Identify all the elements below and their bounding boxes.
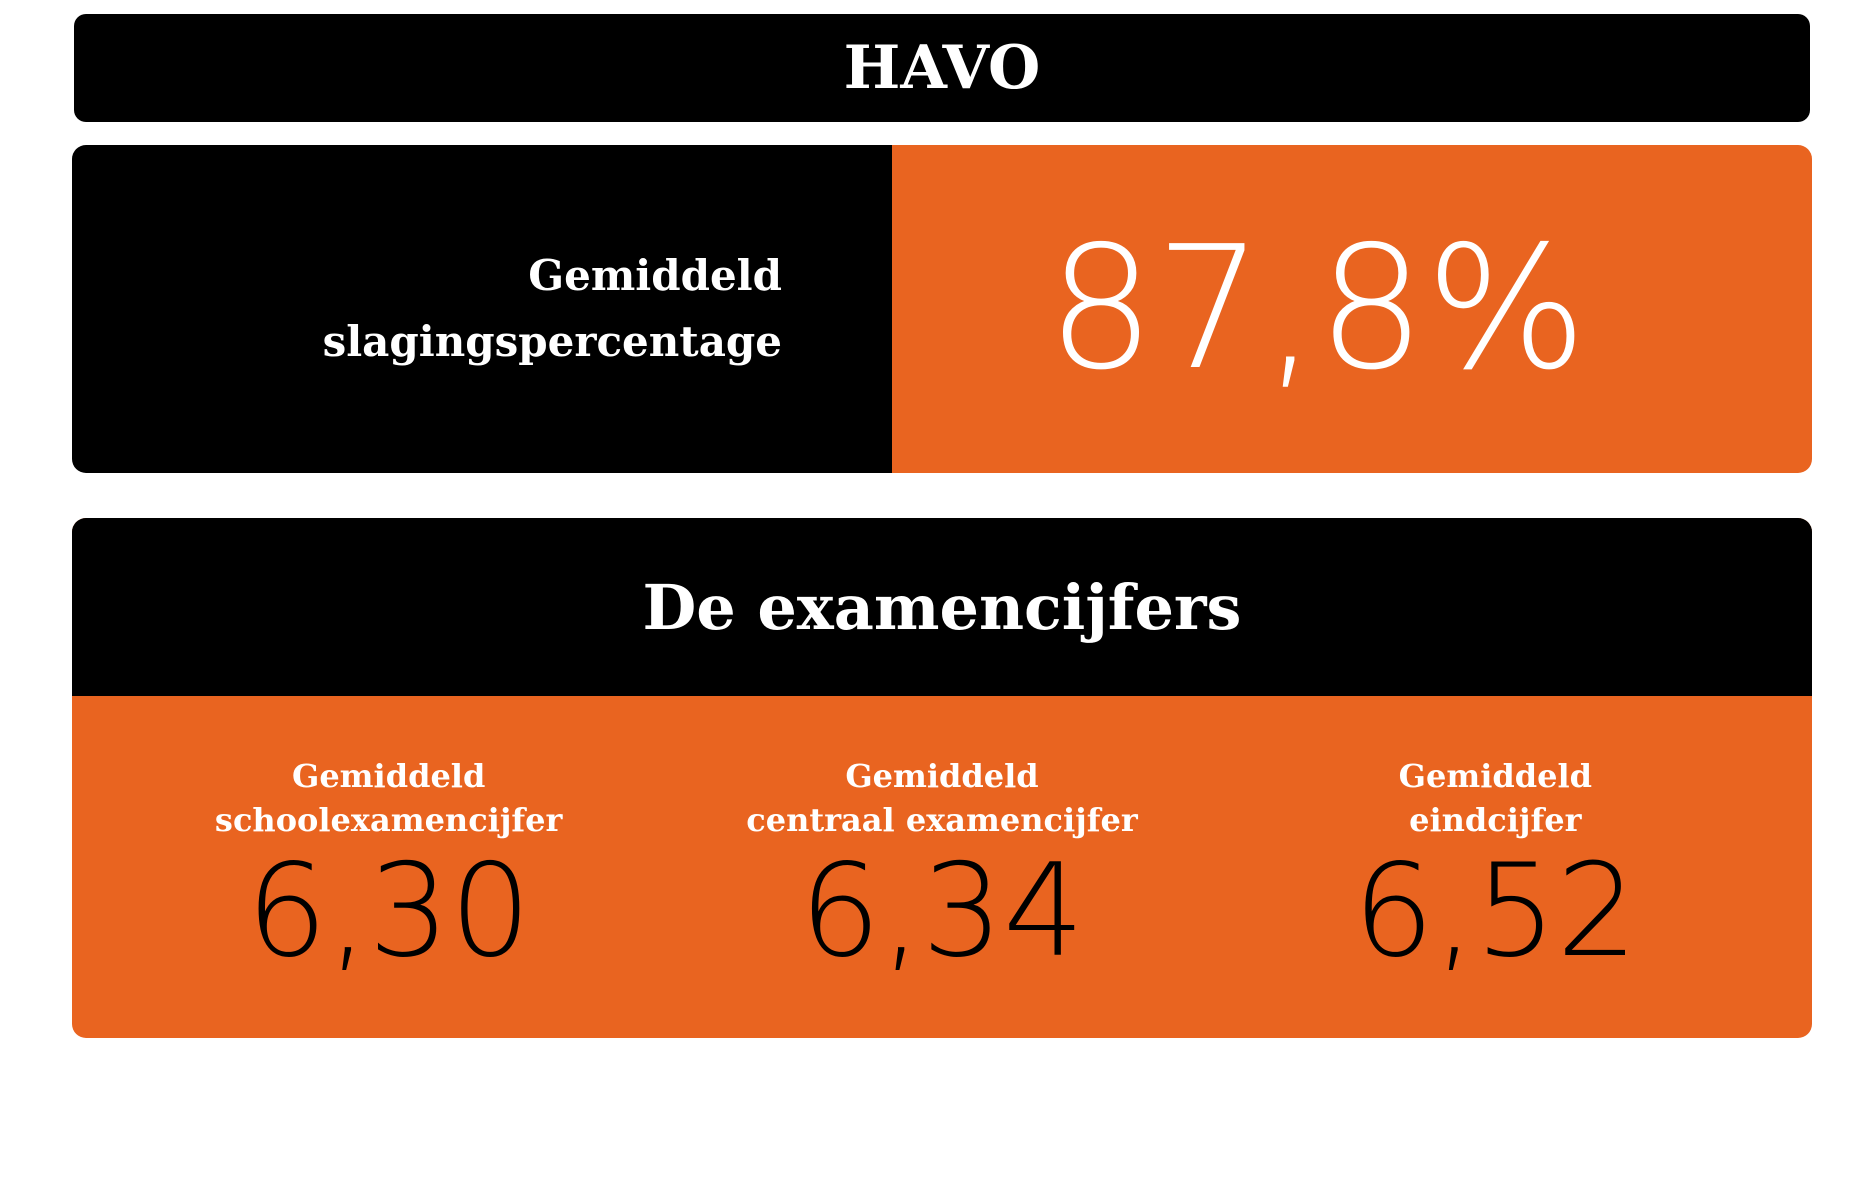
label-line: Gemiddeld: [528, 251, 782, 300]
grade-item: Gemiddeld eindcijfer 6,52: [1219, 696, 1772, 982]
label-line: Gemiddeld: [845, 757, 1039, 795]
grade-columns: Gemiddeld schoolexamencijfer 6,30 Gemiddeld…: [72, 696, 1812, 982]
header-title: HAVO: [843, 33, 1041, 103]
pass-rate-label: Gemiddeld slagingspercentage: [72, 145, 892, 473]
grade-label: Gemiddeld schoolexamencijfer: [215, 754, 562, 842]
label-line: schoolexamencijfer: [214, 801, 563, 839]
label-line: slagingspercentage: [322, 317, 782, 366]
grade-value: 6,52: [1352, 837, 1638, 986]
grades-panel: De examencijfers Gemiddeld schoolexamenci…: [72, 518, 1812, 1038]
grade-label: Gemiddeld centraal examencijfer: [746, 754, 1137, 842]
grade-value: 6,30: [246, 837, 532, 986]
grade-item: Gemiddeld centraal examencijfer 6,34: [665, 696, 1218, 982]
label-line: eindcijfer: [1409, 801, 1582, 839]
label-line: Gemiddeld: [1398, 757, 1592, 795]
grades-title: De examencijfers: [72, 518, 1812, 696]
pass-rate-panel: Gemiddeld slagingspercentage 87,8%: [72, 145, 1812, 473]
header: HAVO: [74, 14, 1810, 122]
grade-value: 6,34: [799, 837, 1085, 986]
pass-rate-value: 87,8%: [892, 145, 1812, 473]
label-line: centraal examencijfer: [746, 801, 1138, 839]
grade-item: Gemiddeld schoolexamencijfer 6,30: [112, 696, 665, 982]
grade-label: Gemiddeld eindcijfer: [1399, 754, 1592, 842]
label-line: Gemiddeld: [291, 757, 486, 795]
